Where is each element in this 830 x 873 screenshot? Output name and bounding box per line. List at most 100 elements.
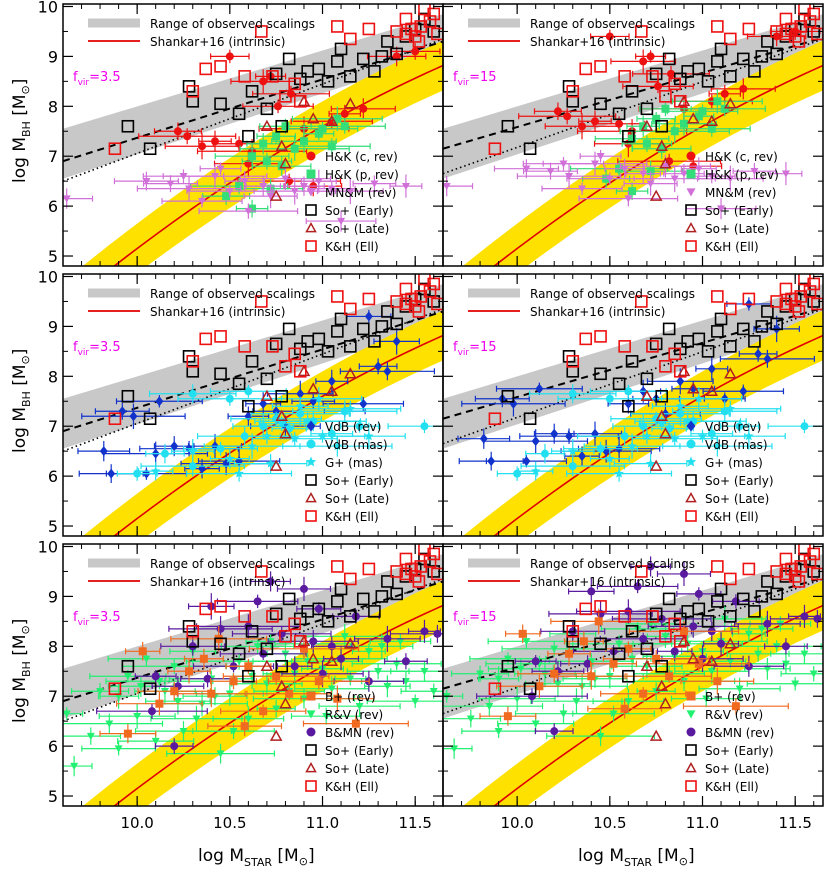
point-gplus (225, 453, 235, 463)
legend-range-label: Range of observed scalings (530, 287, 695, 301)
point-bmn (679, 569, 688, 578)
point-hk_c (411, 47, 420, 56)
point-kh (618, 340, 631, 353)
point-so_early (334, 312, 348, 326)
fvir-f: f (453, 70, 458, 85)
point-so_late (705, 384, 719, 397)
legend-marker (685, 240, 697, 252)
y-tick-label: 5 (48, 787, 58, 806)
ylabel-unit: [M (10, 364, 30, 391)
point-bplus (535, 682, 544, 691)
point-kh (711, 560, 724, 573)
point-so_early (390, 587, 403, 601)
legend-range-label: Range of observed scalings (530, 17, 695, 31)
point-rv (531, 720, 540, 728)
point-hk_p (642, 139, 651, 148)
point-so_early (714, 42, 728, 56)
point-hk_c (359, 104, 368, 113)
point-so_early (368, 605, 381, 618)
point-gplus (295, 401, 306, 411)
y-axis-label: log MBH [M⊙] (10, 349, 33, 453)
point-bmn (433, 629, 442, 638)
point-hk_c (667, 69, 675, 78)
point-so_early (282, 322, 296, 336)
point-rv (757, 625, 766, 633)
point-rv (114, 745, 123, 753)
point-kh (186, 85, 200, 98)
point-so_early (736, 322, 750, 336)
point-bplus (244, 662, 253, 671)
point-rv (229, 727, 238, 736)
point-so_early (662, 52, 676, 66)
x-tick-label: 11.0 (686, 814, 719, 832)
point-kh (803, 555, 817, 568)
point-so_late (344, 367, 357, 379)
point-kh (238, 340, 251, 353)
ylabel-sub: BH (20, 121, 33, 137)
point-mnm (370, 180, 379, 188)
point-rv (596, 732, 605, 741)
panel-top-left: 5 6 7 8 9 10 Range of observed scalings Shankar… (10, 0, 444, 267)
point-kh (255, 295, 268, 308)
x-tick-label: 10.0 (120, 814, 153, 832)
dashed-fit-line (443, 576, 823, 690)
point-so_early (711, 595, 724, 608)
point-rv (791, 680, 800, 688)
legend-marker (686, 420, 696, 432)
point-so_late (279, 427, 292, 439)
point-hk_c (274, 102, 283, 111)
point-kh (423, 555, 437, 568)
point-rv (735, 685, 744, 693)
point-bmn (694, 589, 703, 598)
point-mnm (605, 175, 614, 183)
point-mnm (142, 177, 151, 186)
point-kh (488, 142, 502, 156)
point-so_early (214, 367, 227, 381)
xlabel-sub: STAR (244, 856, 272, 869)
point-so_early (245, 625, 259, 638)
point-so_early (625, 355, 639, 368)
point-so_late (275, 679, 289, 691)
point-so_early (523, 142, 537, 156)
x-axis-label: log MSTAR [M⊙] (198, 846, 315, 869)
point-rv (559, 710, 568, 718)
point-kh (646, 70, 659, 83)
point-so_early (344, 610, 357, 623)
point-mnm (661, 162, 670, 171)
legend-marker (306, 169, 316, 179)
legend-marker (685, 761, 697, 773)
legend-label: So+ (Late) (325, 222, 389, 236)
point-rv (516, 665, 525, 673)
point-kh (293, 635, 307, 648)
legend-marker (306, 439, 316, 449)
y-tick-label: 8 (48, 367, 58, 386)
point-gplus (317, 431, 328, 441)
point-so_late (649, 729, 663, 741)
panel-middle-left: 5 6 7 8 9 10 Range of observed scalings Shankar… (10, 267, 444, 537)
point-kh (779, 567, 793, 581)
fvir-sub: vir (78, 78, 90, 88)
y-tick-label: 10 (38, 0, 58, 16)
point-kh (673, 635, 687, 648)
point-kh (594, 60, 607, 73)
point-so_early (662, 592, 676, 606)
legend-label: R&V (rev) (705, 708, 763, 722)
point-so_early (755, 320, 769, 333)
point-rv (800, 650, 809, 658)
x-tick-label: 10.5 (213, 814, 246, 832)
point-kh (659, 360, 672, 373)
point-mnm (781, 170, 790, 178)
point-rv (355, 702, 364, 711)
point-hk_p (628, 187, 637, 196)
legend-label: K&H (Ell) (325, 510, 379, 524)
point-so_early (143, 682, 157, 696)
ylabel-log: log M (10, 137, 30, 183)
point-so_early (566, 635, 580, 648)
point-bmn (383, 634, 392, 643)
point-so_early (186, 95, 200, 108)
point-kh (618, 610, 631, 623)
point-so_early (381, 305, 394, 318)
xlabel-unit: [M (652, 846, 679, 866)
point-bmn (670, 647, 679, 656)
point-so_early (356, 322, 370, 336)
